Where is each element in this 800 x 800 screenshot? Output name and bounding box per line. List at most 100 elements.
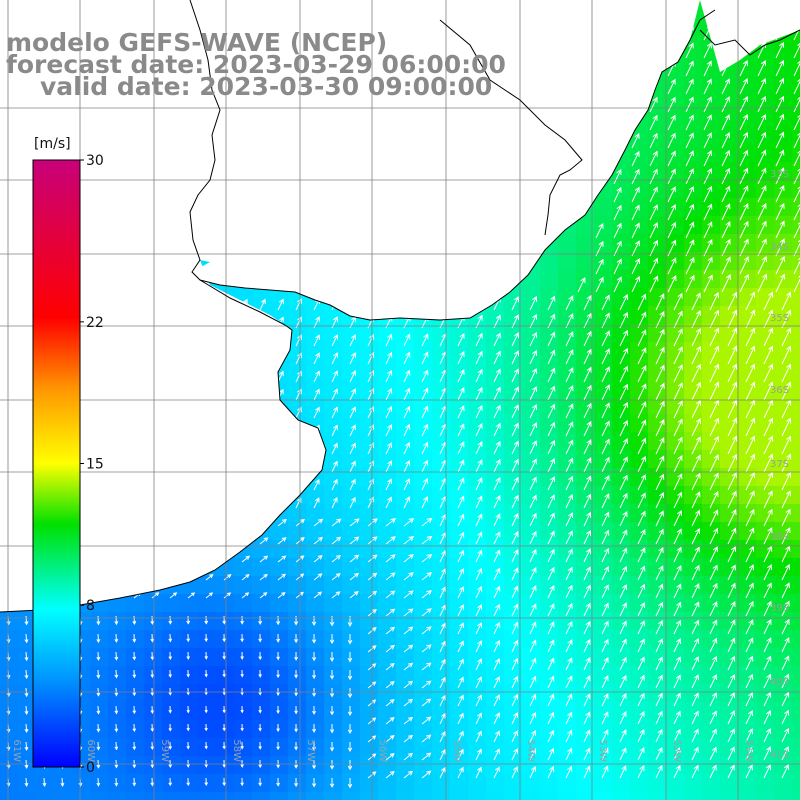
field-cell — [648, 414, 667, 433]
wind-arrow — [649, 150, 658, 167]
wind-arrow — [781, 709, 790, 725]
wind-arrow — [439, 748, 446, 761]
wind-arrow — [637, 765, 645, 779]
wind-arrow — [673, 528, 682, 545]
field-cell — [666, 702, 685, 721]
wind-arrow — [721, 149, 731, 167]
wind-arrow — [583, 675, 591, 689]
field-cell — [720, 270, 739, 289]
field-cell — [342, 774, 361, 793]
field-cell — [702, 648, 721, 667]
wind-arrow — [619, 656, 627, 671]
wind-arrow — [529, 621, 537, 635]
wind-arrow — [709, 564, 718, 581]
field-cell — [684, 360, 703, 379]
field-cell — [540, 684, 559, 703]
wind-arrow — [385, 699, 395, 707]
field-cell — [378, 756, 397, 775]
wind-arrow — [637, 329, 647, 347]
field-cell — [648, 360, 667, 379]
field-cell — [702, 522, 721, 541]
lon-label: 61W — [11, 739, 22, 762]
field-cell — [432, 522, 451, 541]
field-cell — [252, 540, 271, 559]
field-cell — [648, 504, 667, 523]
field-cell — [630, 378, 649, 397]
field-cell — [342, 594, 361, 613]
wind-arrow — [312, 741, 317, 752]
wind-arrow — [331, 536, 342, 545]
wind-arrow — [403, 662, 414, 671]
wind-arrow — [403, 369, 411, 383]
wind-arrow — [258, 615, 263, 625]
wind-arrow — [151, 592, 160, 599]
wind-arrow — [168, 723, 172, 732]
wind-arrow — [565, 403, 574, 419]
field-cell — [756, 522, 775, 541]
wind-arrow — [294, 777, 299, 788]
field-cell — [720, 450, 739, 469]
field-cell — [738, 216, 757, 235]
wind-arrow — [601, 566, 609, 581]
wind-arrow — [547, 331, 556, 347]
field-cell — [666, 396, 685, 415]
wind-arrow — [619, 329, 629, 347]
wind-arrow — [703, 114, 712, 131]
field-cell — [738, 432, 757, 451]
field-cell — [576, 504, 595, 523]
wind-arrow — [763, 309, 774, 329]
wind-arrow — [703, 203, 713, 221]
wind-arrow — [793, 186, 800, 203]
field-cell — [378, 594, 397, 613]
field-cell — [522, 522, 541, 541]
wind-arrow — [457, 369, 465, 383]
wind-arrow — [691, 619, 700, 635]
field-cell — [684, 774, 703, 793]
wind-arrow — [313, 536, 324, 545]
field-cell — [270, 288, 289, 307]
wind-arrow — [347, 670, 353, 681]
wind-arrow — [601, 765, 609, 779]
field-cell — [720, 576, 739, 595]
field-cell — [612, 432, 631, 451]
field-cell — [558, 288, 577, 307]
field-cell — [738, 450, 757, 469]
field-cell — [756, 576, 775, 595]
field-cell — [630, 306, 649, 325]
field-cell — [540, 702, 559, 721]
wind-arrow — [685, 256, 695, 275]
field-cell — [648, 288, 667, 307]
wind-arrow — [439, 676, 446, 689]
wind-arrow — [619, 474, 628, 491]
field-cell — [738, 666, 757, 685]
wind-arrow — [655, 656, 663, 671]
coastline-lagoon — [699, 29, 800, 56]
field-cell — [702, 720, 721, 739]
field-cell — [630, 450, 649, 469]
field-cell — [450, 630, 469, 649]
field-cell — [522, 324, 541, 343]
wind-arrow — [763, 435, 774, 455]
field-cell — [540, 252, 559, 271]
wind-arrow — [457, 477, 465, 491]
field-cell — [450, 504, 469, 523]
field-cell — [432, 738, 451, 757]
wind-arrow — [457, 459, 465, 473]
wind-arrow — [565, 675, 573, 689]
field-cell — [738, 576, 757, 595]
field-cell — [432, 468, 451, 487]
wind-arrow — [673, 656, 681, 671]
field-cell — [558, 432, 577, 451]
field-cell — [702, 450, 721, 469]
field-cell — [432, 396, 451, 415]
field-cell — [648, 702, 667, 721]
field-cell — [432, 756, 451, 775]
field-cell — [576, 432, 595, 451]
wind-arrow — [439, 550, 446, 563]
field-cell — [396, 486, 415, 505]
field-cell — [720, 774, 739, 793]
wind-arrow — [655, 710, 663, 725]
field-cell — [756, 306, 775, 325]
wind-arrow — [673, 565, 682, 581]
wind-arrow — [529, 404, 537, 419]
